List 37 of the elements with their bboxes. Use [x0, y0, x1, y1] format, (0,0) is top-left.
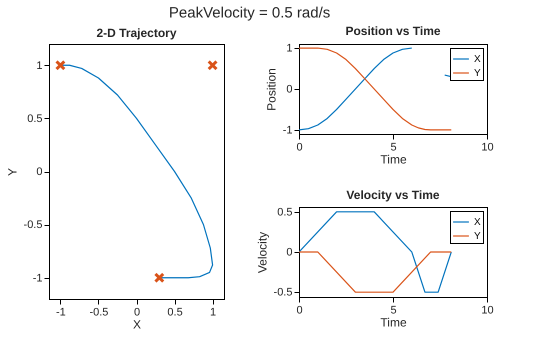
- y-tick-label: -1: [32, 272, 42, 284]
- x-tick-label: 0: [296, 304, 303, 316]
- x-tick-label: 10: [481, 142, 494, 154]
- x-axis-title: Time: [380, 316, 407, 330]
- y-tick-label: -0.5: [274, 286, 292, 299]
- chart-title: Velocity vs Time: [346, 188, 440, 202]
- y-axis-title: Velocity: [256, 232, 270, 274]
- text: PeakVelocity = 0.5 rad/s: [168, 4, 330, 22]
- y-tick-label: 0: [36, 166, 42, 178]
- line-series: [60, 64, 214, 278]
- x-tick-label: 10: [481, 304, 494, 316]
- legend-label: Y: [474, 68, 481, 79]
- x-tick-label: 5: [390, 304, 397, 316]
- chart-title: 2-D Trajectory: [96, 26, 177, 40]
- y-tick-label: 1: [286, 42, 292, 55]
- y-tick-label: -1: [282, 124, 292, 136]
- x-axis-title: X: [132, 318, 142, 332]
- legend-label: Y: [474, 231, 481, 242]
- y-tick-label: 0.5: [27, 112, 42, 125]
- y-axis-title: Y: [6, 168, 20, 176]
- legend-label: X: [474, 217, 481, 228]
- y-tick-label: 1: [36, 60, 42, 72]
- y-tick-label: 0: [286, 84, 292, 96]
- x-tick-label: 0.5: [167, 306, 183, 318]
- chart-title: Position vs Time: [345, 24, 441, 38]
- x-tick-label: -0.5: [89, 306, 108, 318]
- x-tick-label: -1: [56, 306, 66, 318]
- y-tick-label: 0: [286, 246, 292, 258]
- y-tick-label: 0.5: [277, 206, 292, 218]
- x-tick-label: 0: [296, 142, 303, 154]
- y-tick-label: -0.5: [24, 219, 42, 232]
- x-tick-label: 0: [134, 306, 140, 318]
- y-axis-title: Position: [264, 68, 279, 111]
- x-axis-title: Time: [380, 152, 407, 166]
- legend-label: X: [474, 54, 481, 65]
- x-tick-label: 1: [210, 306, 216, 318]
- x-tick-label: 5: [390, 142, 397, 154]
